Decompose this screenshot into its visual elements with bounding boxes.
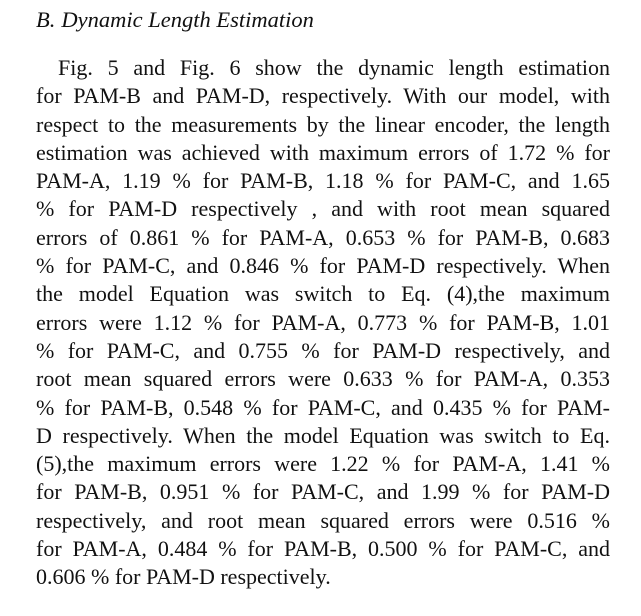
section-heading: B. Dynamic Length Estimation (36, 0, 610, 34)
paragraph-line: % for PAM-B, 0.548 % for PAM-C, and 0.43… (36, 394, 610, 420)
paragraph-line: for PAM-B and PAM-D, respectively. With … (36, 83, 610, 109)
section-label: B. (36, 7, 56, 32)
paragraph-line: % for PAM-C, and 0.846 % for PAM-D respe… (36, 253, 610, 279)
section-title: Dynamic Length Estimation (61, 7, 314, 32)
paragraph-line: 0.606 % for PAM-D respectively. (36, 564, 331, 590)
paragraph-line: respect to the measurements by the linea… (36, 111, 610, 137)
paragraph-line: errors were 1.12 % for PAM-A, 0.773 % fo… (36, 309, 610, 335)
paragraph-line: for PAM-A, 0.484 % for PAM-B, 0.500 % fo… (36, 536, 610, 562)
paragraph-line: errors of 0.861 % for PAM-A, 0.653 % for… (36, 224, 610, 250)
paragraph-line: the model Equation was switch to Eq. (4)… (36, 281, 610, 307)
paragraph-line: estimation was achieved with maximum err… (36, 139, 610, 165)
paper-section: B. Dynamic Length Estimation Fig. 5 and F… (36, 0, 610, 592)
paragraph-line: D respectively. When the model Equation … (36, 422, 610, 448)
paragraph-line: (5),the maximum errors were 1.22 % for P… (36, 451, 610, 477)
body-paragraph: Fig. 5 and Fig. 6 show the dynamic lengt… (36, 54, 610, 592)
paragraph-line: for PAM-B, 0.951 % for PAM-C, and 1.99 %… (36, 479, 610, 505)
paragraph-line: respectively, and root mean squared erro… (36, 507, 610, 533)
paragraph-line: % for PAM-D respectively , and with root… (36, 196, 610, 222)
paragraph-line: % for PAM-C, and 0.755 % for PAM-D respe… (36, 337, 610, 363)
paragraph-line: Fig. 5 and Fig. 6 show the dynamic lengt… (58, 55, 610, 80)
paragraph-line: root mean squared errors were 0.633 % fo… (36, 366, 610, 392)
paragraph-line: PAM-A, 1.19 % for PAM-B, 1.18 % for PAM-… (36, 168, 610, 194)
